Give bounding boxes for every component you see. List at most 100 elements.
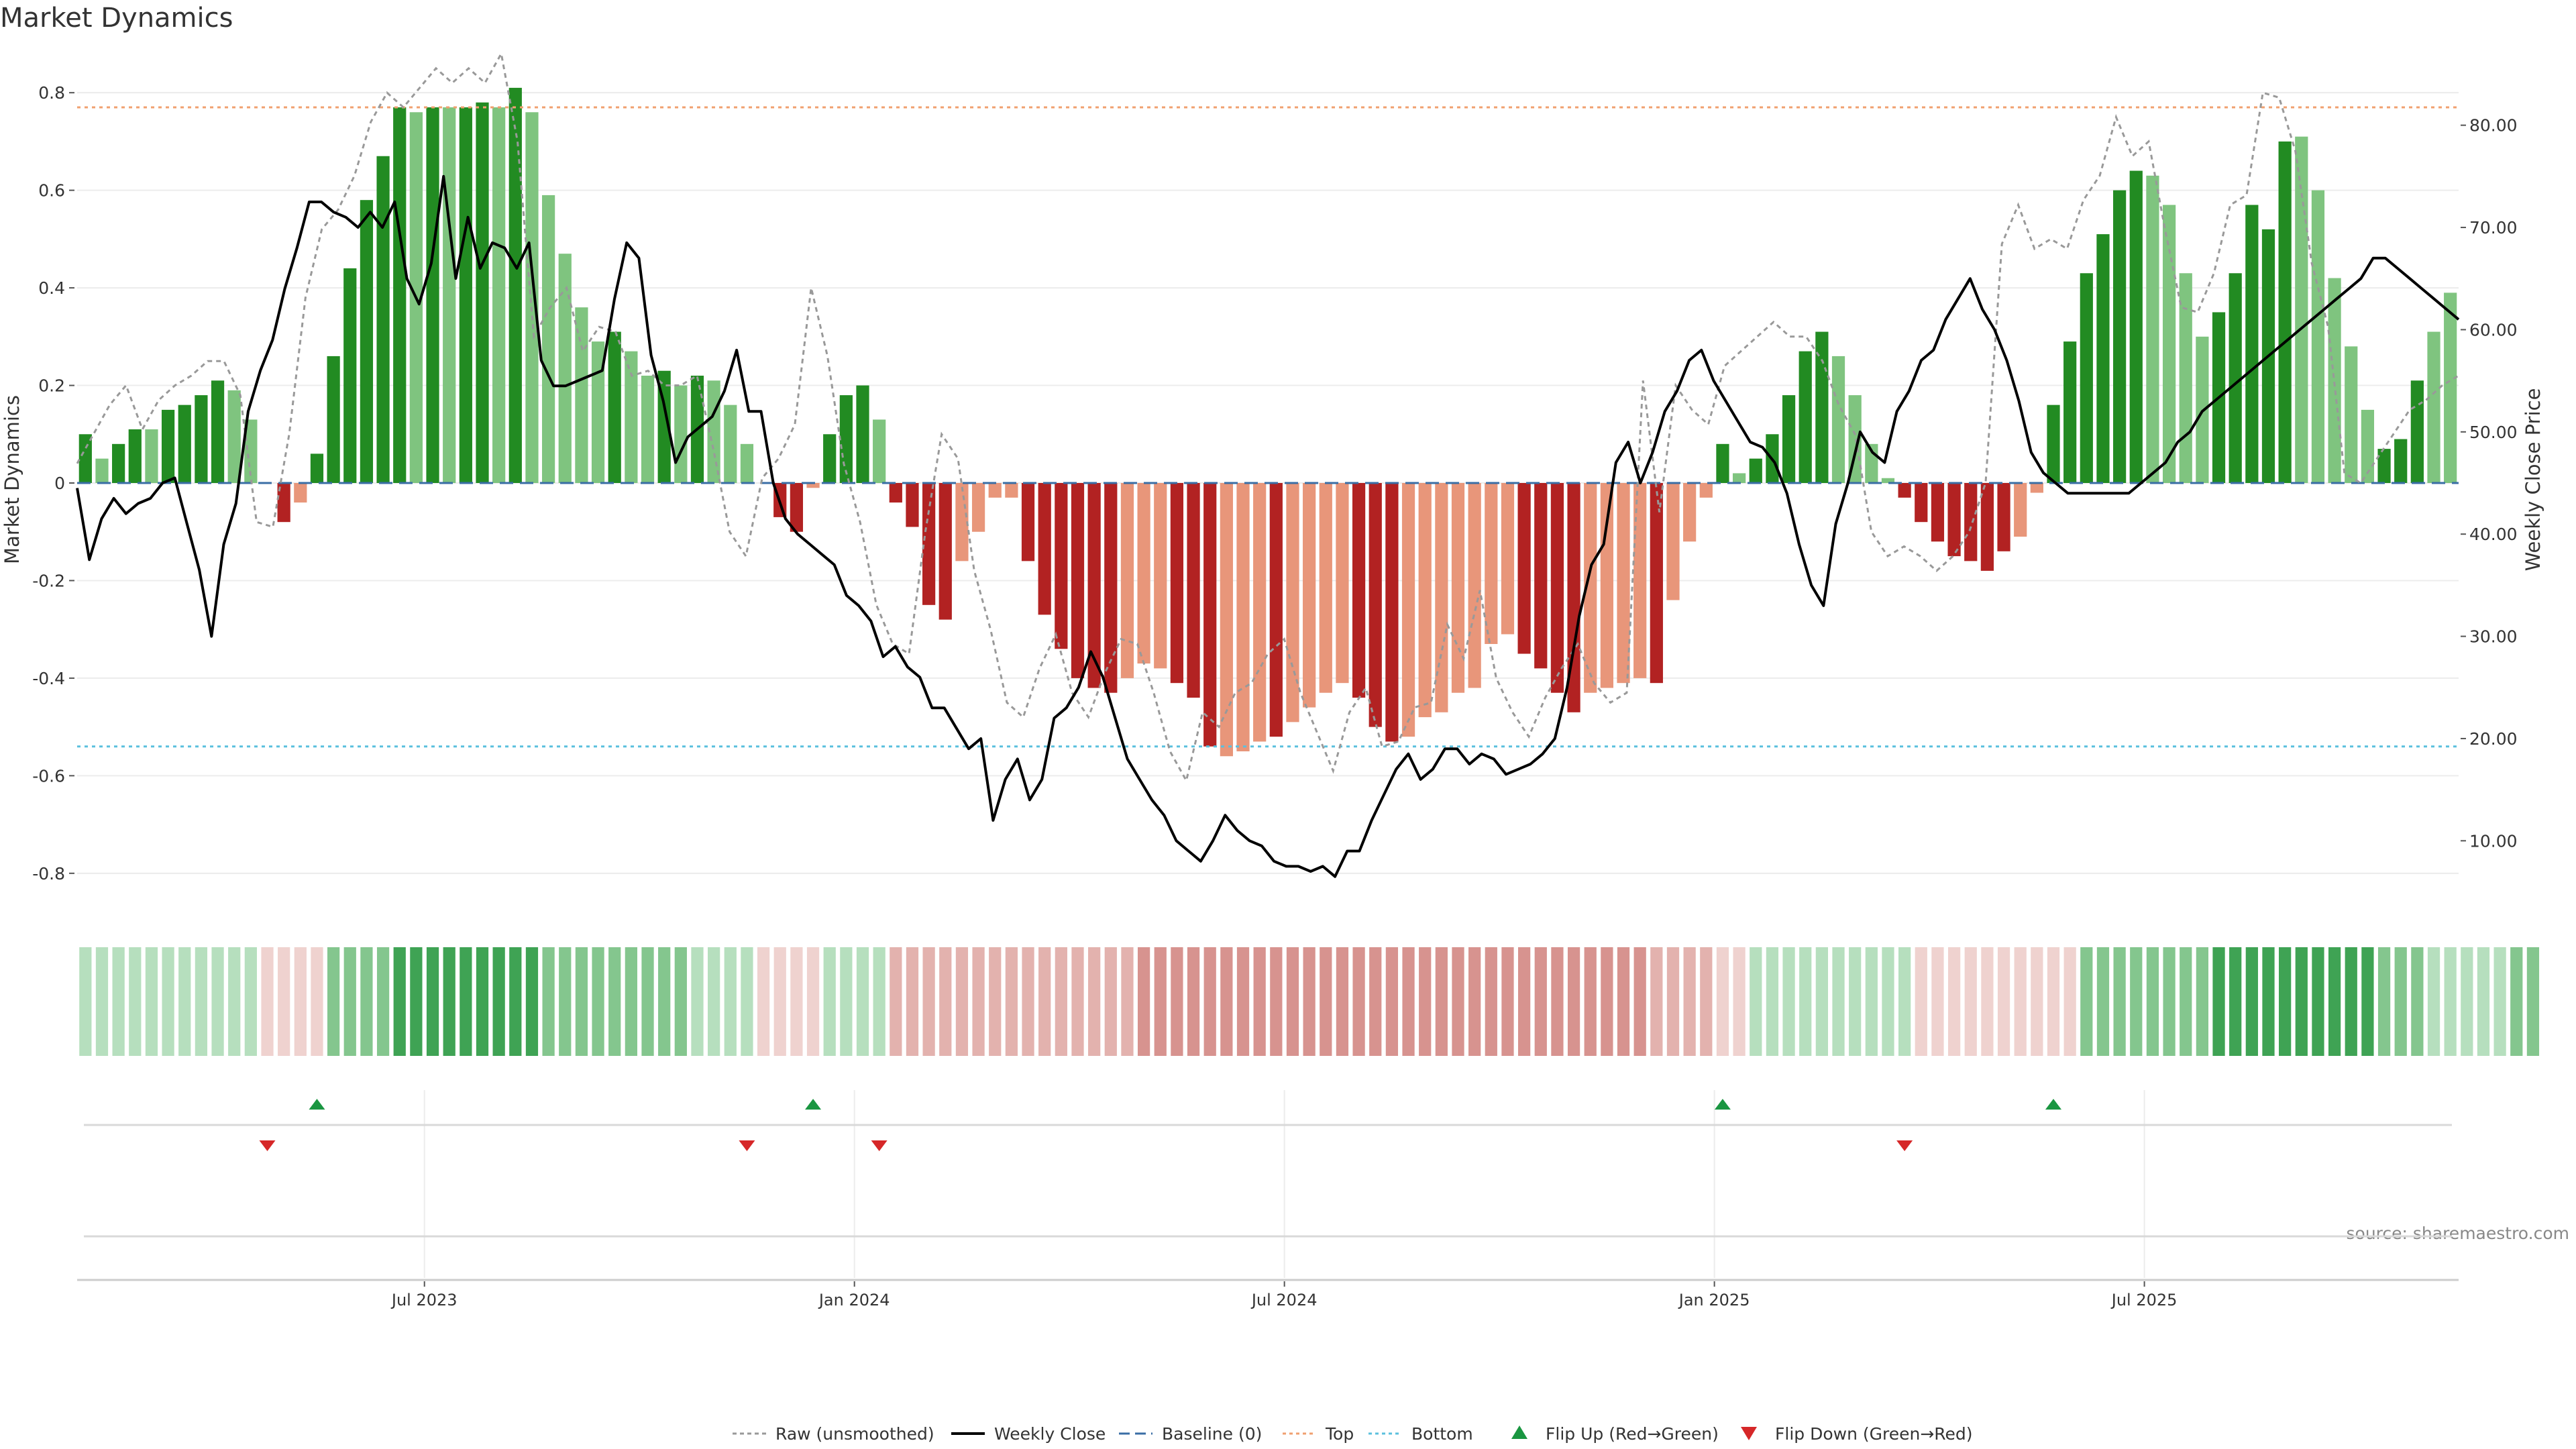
bar [1368,483,1382,727]
strip-cell [773,947,786,1056]
bar [376,156,390,483]
right-tick-label: 60.00 [2469,320,2518,339]
strip-cell [1468,947,1481,1056]
regime-strip [79,947,2540,1056]
bar [2444,292,2457,483]
strip-cell [1088,947,1101,1056]
bar [1038,483,1051,615]
right-tick-label: 50.00 [2469,423,2518,442]
bar [1286,483,1299,722]
bar [1683,483,1697,542]
legend-label: Raw (unsmoothed) [775,1424,934,1444]
flip-up-marker [309,1099,325,1110]
bar [541,195,555,483]
strip-cell [1071,947,1084,1056]
left-tick-label: 0.6 [38,181,65,201]
bar [459,107,472,483]
strip-cell [873,947,885,1056]
bar [922,483,936,605]
strip-cell [2096,947,2110,1056]
strip-cell [1320,947,1332,1056]
bar [2179,273,2192,483]
x-tick-label: Jan 2024 [818,1291,890,1309]
bar [525,112,539,484]
strip-cell [261,947,274,1056]
strip-cell [542,947,555,1056]
bar [2229,273,2242,483]
bar [2361,409,2375,483]
bar [426,107,439,483]
bar [1418,483,1432,718]
strip-cell [2444,947,2457,1056]
strip-cell [1700,947,1713,1056]
y-axis-left-label: Market Dynamics [1,395,23,564]
strip-cell [145,947,158,1056]
strip-cell [1220,947,1233,1056]
bar [1501,483,1515,635]
bar [294,483,307,503]
strip-cell [2245,947,2258,1056]
strip-cell [294,947,307,1056]
strip-cell [2328,947,2341,1056]
strip-cell [1352,947,1365,1056]
bar [657,370,671,483]
bar [641,376,655,483]
bar [1071,483,1085,678]
legend-label: Weekly Close [994,1424,1106,1444]
strip-cell [955,947,969,1056]
bar [1881,478,1895,483]
bar [988,483,1002,498]
bar [1633,483,1647,678]
strip-cell [1567,947,1580,1056]
bar [1600,483,1613,688]
bar [1005,483,1018,498]
bar [938,483,952,620]
flip-up-marker [805,1099,822,1110]
strip-cell [1947,947,1961,1056]
bar [2146,175,2159,483]
bar [839,395,853,483]
bar [1947,483,1961,557]
strip-cell [2427,947,2440,1056]
bar [575,307,588,483]
bar [2162,205,2176,483]
strip-cell [1617,947,1630,1056]
bar [2427,331,2440,483]
strip-cell [1865,947,1878,1056]
strip-cell [162,947,174,1056]
strip-cell [757,947,770,1056]
strip-cell [195,947,208,1056]
strip-cell [592,947,604,1056]
bar [2030,483,2043,493]
legend-swatch-flip-down [1741,1427,1757,1440]
bar [1485,483,1498,644]
bar [955,483,969,561]
x-tick-label: Jan 2025 [1678,1291,1750,1309]
bar [178,405,191,483]
strip-cell [691,947,704,1056]
strip-cell [823,947,836,1056]
strip-cell [460,947,472,1056]
bar [227,390,241,483]
strip-cell [608,947,621,1056]
bar-series [78,87,2457,757]
strip-cell [1832,947,1845,1056]
strip-cell [393,947,406,1056]
strip-cell [2361,947,2374,1056]
strip-cell [2262,947,2275,1056]
bar [1716,443,1729,483]
strip-cell [525,947,539,1056]
right-tick-label: 10.00 [2469,831,2518,851]
strip-cell [1303,947,1316,1056]
strip-cell [890,947,902,1056]
flip-down-marker [739,1140,755,1151]
strip-cell [2377,947,2391,1056]
bar [327,356,340,483]
bar [2245,205,2259,483]
strip-cell [2063,947,2076,1056]
strip-cell [1236,947,1250,1056]
legend-label: Bottom [1411,1424,1473,1444]
strip-cell [2180,947,2192,1056]
bar [1451,483,1465,693]
